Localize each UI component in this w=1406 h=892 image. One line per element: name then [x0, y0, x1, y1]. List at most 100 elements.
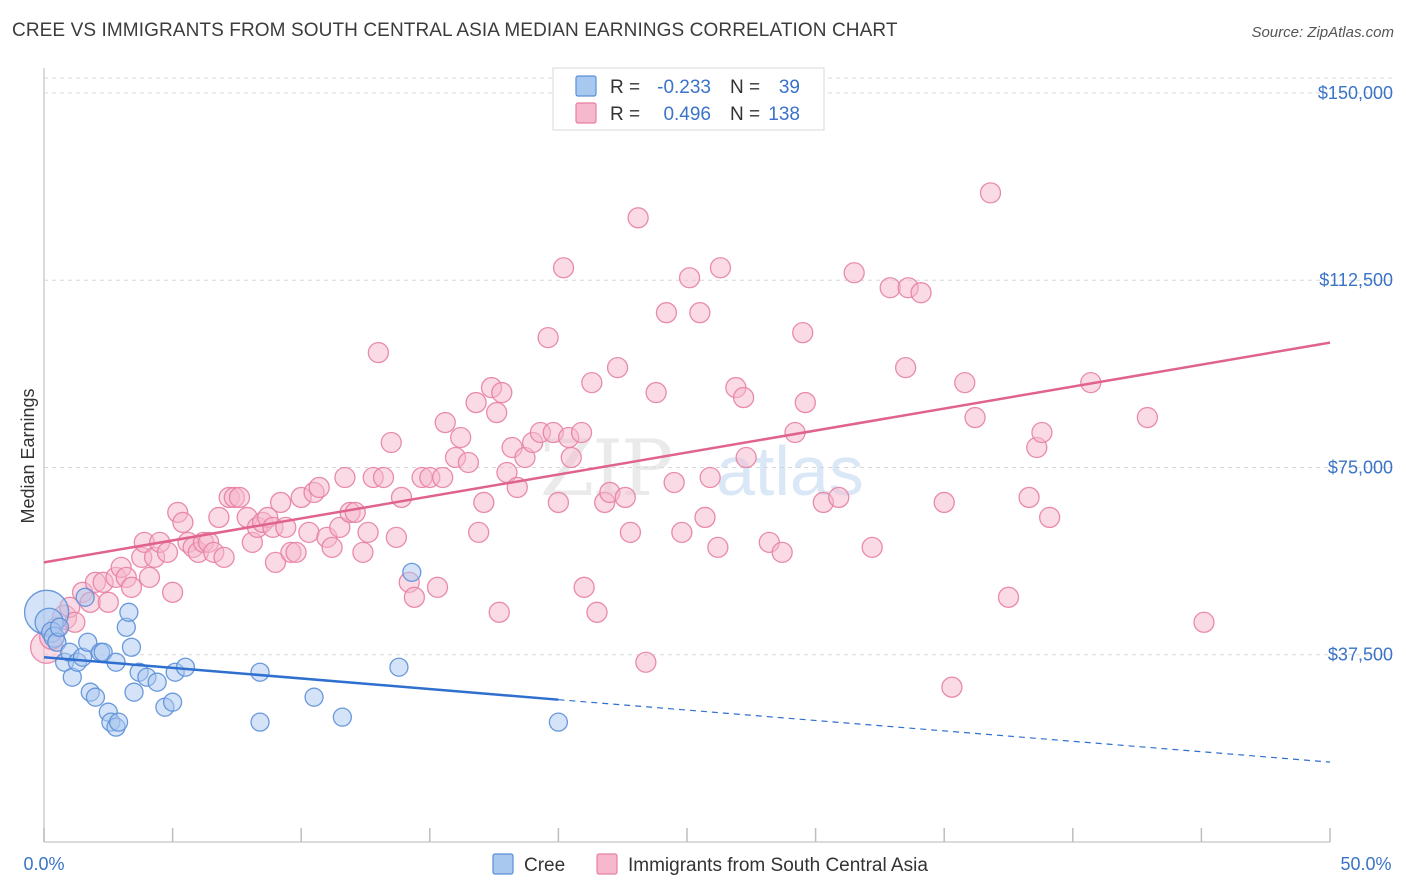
cree-point [548, 712, 569, 732]
immigrants-point [1136, 406, 1159, 429]
x-tick-label-min: 0.0% [23, 854, 64, 874]
cree-point [250, 712, 270, 732]
legend-r-label-cree: R = [610, 77, 640, 98]
immigrants-point [285, 541, 307, 564]
immigrants-point [663, 471, 685, 494]
immigrants-point [678, 267, 701, 289]
immigrants-point [488, 601, 510, 623]
immigrants-point [635, 651, 657, 673]
cree-point [108, 712, 129, 732]
immigrants-point [1039, 506, 1061, 529]
immigrants-point [380, 431, 402, 454]
cree-point [119, 602, 139, 622]
cree-point [332, 707, 353, 727]
immigrants-point [537, 327, 559, 349]
immigrants-point [671, 521, 693, 544]
immigrants-point [619, 521, 642, 544]
immigrants-point [894, 356, 917, 379]
bottom-legend: Cree Immigrants from South Central Asia [492, 853, 928, 876]
immigrants-point [941, 676, 963, 698]
immigrants-point [161, 581, 184, 603]
immigrants-point [329, 516, 351, 539]
immigrants-point [172, 511, 194, 534]
immigrants-point [1193, 611, 1215, 633]
immigrants-point [552, 257, 575, 279]
immigrants-point [208, 506, 230, 529]
cree-point [124, 682, 144, 702]
immigrants-point [138, 566, 161, 588]
legend-r-value-cree: -0.233 [657, 77, 711, 98]
immigrants-point [269, 491, 292, 514]
immigrants-point [468, 521, 490, 544]
immigrants-point [298, 521, 320, 544]
immigrants-point [655, 302, 678, 324]
immigrants-point [486, 401, 508, 424]
cree-point [162, 692, 183, 712]
bottom-legend-swatch-immigrants [596, 853, 618, 875]
immigrants-point [933, 491, 955, 514]
immigrants-point [390, 486, 413, 509]
chart-title: CREE VS IMMIGRANTS FROM SOUTH CENTRAL AS… [12, 20, 898, 41]
immigrants-point [707, 536, 729, 559]
immigrants-point [385, 526, 408, 549]
cree-point [304, 687, 324, 707]
trend-lines [43, 341, 1331, 763]
immigrants-point [732, 386, 755, 409]
immigrants-point [699, 466, 721, 489]
cree-point [49, 617, 70, 637]
legend-swatch-immigrants [575, 102, 597, 124]
y-tick-label: $75,000 [1328, 457, 1393, 477]
immigrants-point [694, 506, 716, 529]
immigrants-point [491, 381, 513, 404]
immigrants-point [954, 371, 976, 394]
immigrants-point [465, 391, 487, 414]
cree-point [85, 687, 106, 707]
immigrants-point [372, 466, 395, 489]
immigrants-point [473, 491, 495, 514]
immigrants-point [735, 446, 757, 469]
immigrants-point [792, 322, 814, 344]
legend-swatch-cree [575, 75, 597, 97]
legend-n-value-cree: 39 [779, 77, 800, 98]
bottom-legend-label-immigrants: Immigrants from South Central Asia [628, 855, 928, 876]
cree-trend-line [43, 655, 559, 701]
immigrants-point [432, 466, 454, 489]
immigrants-point [606, 356, 629, 379]
cree-trend-line-extension [558, 699, 1331, 763]
immigrants-point [794, 391, 816, 414]
immigrants-point [689, 302, 711, 324]
y-axis-title: Median Earnings [18, 388, 38, 523]
immigrants-point [828, 486, 850, 509]
immigrants-point [771, 541, 793, 564]
legend: R = -0.233 N = 39 R = 0.496 N = 138 [552, 67, 825, 131]
immigrants-point [321, 536, 343, 559]
x-ticks [43, 828, 1331, 842]
immigrants-point [547, 491, 570, 514]
cree-point [147, 672, 167, 692]
x-tick-label-max: 50.0% [1340, 854, 1391, 874]
immigrants-trend-line [43, 341, 1331, 564]
legend-box [552, 67, 825, 131]
cree-points [23, 562, 569, 737]
y-tick-label: $150,000 [1318, 83, 1393, 103]
immigrants-point [264, 551, 287, 574]
bottom-legend-label-cree: Cree [524, 855, 565, 876]
legend-n-label-immigrants: N = [730, 104, 760, 125]
immigrants-point [645, 381, 667, 404]
immigrants-point [426, 576, 449, 598]
immigrants-point [910, 282, 932, 304]
y-tick-label: $37,500 [1328, 645, 1393, 665]
immigrants-point [97, 591, 119, 613]
immigrants-point [228, 486, 251, 509]
immigrants-point [357, 521, 379, 544]
immigrants-point [879, 277, 901, 299]
legend-r-label-immigrants: R = [610, 104, 640, 125]
immigrants-point [997, 586, 1020, 608]
immigrants-point [627, 207, 649, 229]
immigrants-point [560, 446, 582, 469]
immigrants-point [434, 411, 456, 434]
legend-n-value-immigrants: 138 [768, 104, 800, 125]
legend-r-value-immigrants: 0.496 [663, 104, 711, 125]
immigrants-point [709, 257, 732, 279]
